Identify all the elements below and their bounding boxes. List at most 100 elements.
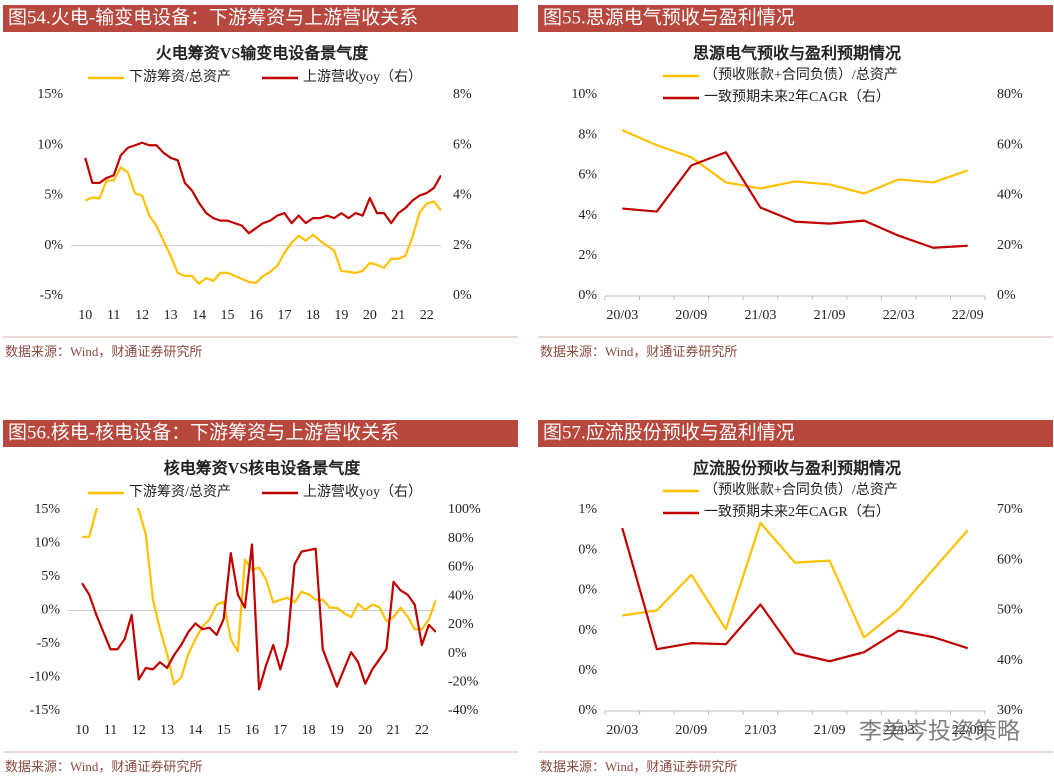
x-tick-label: 10 [78,308,92,323]
watermark: 李美岑投资策略 [859,718,1020,743]
x-tick-label: 17 [277,308,291,323]
y-tick-label: 0% [578,583,597,598]
source-note: 数据来源：Wind，财通证券研究所 [5,344,202,359]
y2-tick-label: 2% [453,238,472,253]
y-tick-label: 1% [578,502,597,517]
panel-header: 图55.思源电气预收与盈利情况 [543,6,795,28]
y-tick-label: 5% [41,569,60,584]
x-tick-label: 21 [387,723,401,738]
x-tick-label: 11 [107,308,120,323]
y-tick-label: 0% [578,703,597,718]
panel-header-bar [3,420,518,447]
x-tick-label: 18 [306,308,320,323]
x-tick-label: 12 [132,723,146,738]
y2-tick-label: 4% [453,188,472,203]
x-tick-label: 21/03 [745,723,777,738]
y2-tick-label: 40% [448,588,474,603]
y2-tick-label: 100% [448,502,481,517]
chart-title: 应流股份预收与盈利预期情况 [693,459,901,478]
series-line [84,166,441,286]
panel-header: 图56.核电-核电设备：下游筹资与上游营收关系 [8,421,399,443]
x-tick-label: 20 [358,723,372,738]
y2-tick-label: 30% [997,703,1023,718]
y2-tick-label: 60% [997,137,1023,152]
legend-label: 下游筹资/总资产 [129,483,231,500]
y2-tick-label: 40% [997,653,1023,668]
x-tick-label: 19 [330,723,344,738]
panel-header: 图57.应流股份预收与盈利情况 [543,421,795,443]
x-tick-label: 20/03 [606,723,638,738]
x-tick-label: 20 [363,308,377,323]
x-tick-label: 22 [415,723,429,738]
x-tick-label: 16 [245,723,259,738]
legend-label: （预收账款+合同负债）/总资产 [704,67,898,83]
source-note: 数据来源：Wind，财通证券研究所 [5,759,202,774]
series-line [622,521,969,639]
y-tick-label: 4% [578,208,597,223]
x-tick-label: 14 [192,308,206,323]
x-tick-label: 14 [188,723,202,738]
x-tick-label: 22/09 [952,308,984,323]
legend-label: 下游筹资/总资产 [129,68,231,85]
y-tick-label: 2% [578,248,597,263]
legend-label: 上游营收yoy（右） [303,484,422,500]
y-tick-label: 5% [44,188,63,203]
x-tick-label: 21/09 [814,723,846,738]
y-tick-label: -10% [30,670,61,685]
y2-tick-label: 0% [453,288,472,303]
panel-header: 图54.火电-输变电设备：下游筹资与上游营收关系 [8,6,418,28]
y-tick-label: 10% [37,137,63,152]
y-tick-label: 0% [578,663,597,678]
chart-title: 核电筹资VS核电设备景气度 [164,459,361,478]
y2-tick-label: 40% [997,188,1023,203]
x-tick-label: 13 [164,308,178,323]
y2-tick-label: 20% [448,617,474,632]
y-tick-label: 15% [34,502,60,517]
y2-tick-label: -20% [448,675,479,690]
y2-tick-label: 60% [448,560,474,575]
x-tick-label: 22/09 [952,723,984,738]
y2-tick-label: 0% [997,288,1016,303]
legend-label: 一致预期未来2年CAGR（右） [704,89,890,105]
x-tick-label: 20/03 [606,308,638,323]
x-tick-label: 10 [75,723,89,738]
y2-tick-label: 0% [448,646,467,661]
y-tick-label: 0% [578,623,597,638]
y2-tick-label: 50% [997,603,1023,618]
y2-tick-label: 8% [453,87,472,102]
y2-tick-label: 70% [997,502,1023,517]
y-tick-label: 0% [41,603,60,618]
series-line [81,543,436,691]
series-line [621,129,969,195]
y2-tick-label: -40% [448,703,479,718]
y-tick-label: 15% [37,87,63,102]
series-line [622,151,968,249]
legend-label: 上游营收yoy（右） [303,69,422,85]
panel-header-bar [538,420,1053,447]
y2-tick-label: 20% [997,238,1023,253]
y-tick-label: -5% [40,288,64,303]
y-tick-label: 0% [578,288,597,303]
x-tick-label: 21/09 [814,308,846,323]
x-tick-label: 15 [221,308,235,323]
x-tick-label: 16 [249,308,263,323]
legend-label: （预收账款+合同负债）/总资产 [704,482,898,498]
y-tick-label: 6% [578,168,597,183]
x-tick-label: 22 [420,308,434,323]
legend-label: 一致预期未来2年CAGR（右） [704,504,890,520]
panel-header-bar [3,5,518,32]
y-tick-label: 0% [44,238,63,253]
chart-title: 思源电气预收与盈利预期情况 [693,44,901,63]
x-tick-label: 20/09 [675,723,707,738]
x-tick-label: 20/09 [675,308,707,323]
y-tick-label: -5% [37,636,61,651]
source-note: 数据来源：Wind，财通证券研究所 [540,344,737,359]
x-tick-label: 19 [334,308,348,323]
x-tick-label: 12 [135,308,149,323]
x-tick-label: 18 [302,723,316,738]
y-tick-label: -15% [30,703,61,718]
x-tick-label: 22/03 [883,308,915,323]
series-line [84,141,441,235]
x-tick-label: 21/03 [745,308,777,323]
